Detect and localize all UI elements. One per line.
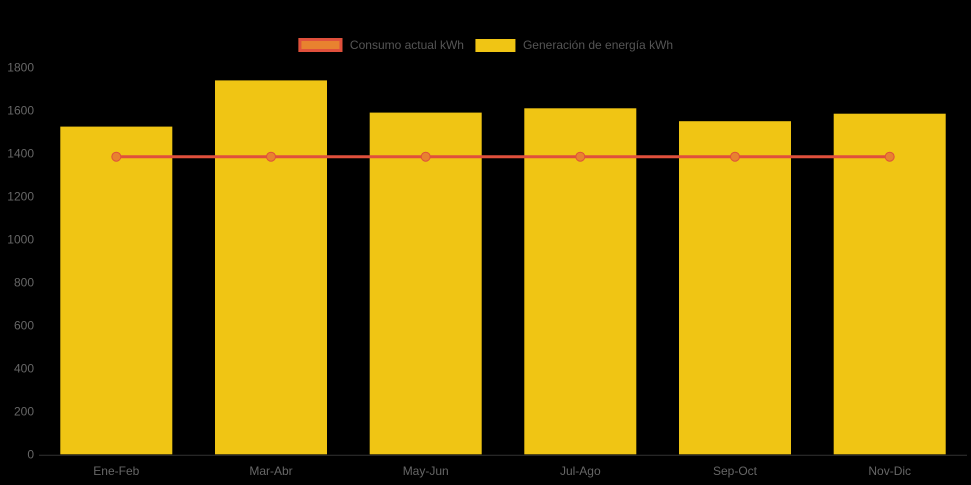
legend: Consumo actual kWh Generación de energía… — [297, 38, 674, 52]
legend-swatch-line-icon — [297, 38, 342, 52]
x-axis-tick-label: Nov-Dic — [868, 464, 911, 478]
x-axis-tick-label: Jul-Ago — [560, 464, 601, 478]
x-axis-tick-label: Sep-Oct — [713, 464, 758, 478]
x-axis-tick-label: Mar-Abr — [249, 464, 292, 478]
bar-Jul-Ago[interactable] — [524, 108, 637, 455]
y-axis-tick-label: 1800 — [7, 61, 34, 75]
y-axis-tick-label: 400 — [14, 362, 34, 376]
bar-Nov-Dic[interactable] — [833, 113, 946, 455]
bar-Sep-Oct[interactable] — [679, 121, 791, 455]
y-axis-tick-label: 800 — [14, 276, 34, 290]
y-axis-tick-label: 1000 — [7, 233, 34, 247]
y-axis-tick-label: 1600 — [7, 104, 34, 118]
x-axis-tick-label: May-Jun — [403, 464, 449, 478]
bar-Mar-Abr[interactable] — [215, 80, 327, 455]
line-marker[interactable] — [420, 151, 431, 162]
x-axis-tick-label: Ene-Feb — [93, 464, 139, 478]
legend-swatch-bar-icon — [474, 38, 515, 52]
y-axis-tick-label: 200 — [14, 405, 34, 419]
y-axis-tick-label: 0 — [27, 448, 34, 462]
line-marker[interactable] — [111, 151, 122, 162]
legend-label-consumo-actual: Consumo actual kWh — [349, 38, 464, 52]
line-marker[interactable] — [884, 151, 895, 162]
y-axis-tick-label: 600 — [14, 319, 34, 333]
line-marker[interactable] — [575, 151, 586, 162]
line-marker[interactable] — [730, 151, 740, 162]
bar-Ene-Feb[interactable] — [60, 126, 173, 455]
y-axis-tick-label: 1200 — [7, 190, 34, 204]
line-marker[interactable] — [266, 151, 276, 162]
legend-item-consumo-actual[interactable]: Consumo actual kWh — [297, 38, 464, 52]
y-axis-tick-label: 1400 — [7, 147, 34, 161]
legend-label-generacion-energia: Generación de energía kWh — [522, 38, 674, 52]
bar-May-Jun[interactable] — [369, 112, 482, 455]
legend-item-generacion-energia[interactable]: Generación de energía kWh — [474, 38, 674, 52]
